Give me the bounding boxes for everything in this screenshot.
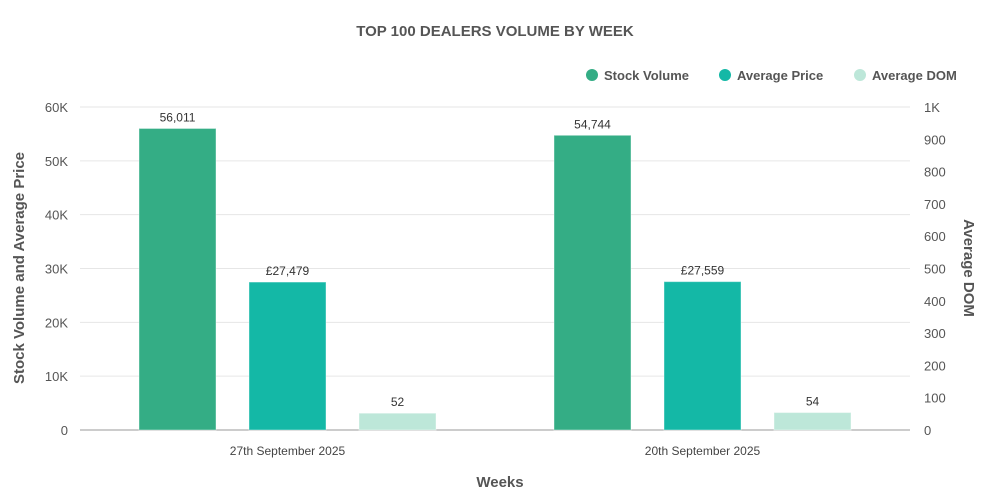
- data-label: 54: [806, 395, 820, 409]
- y2-tick-label: 200: [924, 358, 946, 373]
- bar-average-price: [663, 281, 742, 431]
- data-label: 54,744: [574, 117, 611, 131]
- data-label: £27,559: [681, 264, 725, 278]
- y-tick-label: 30K: [45, 262, 68, 277]
- chart-title: TOP 100 DEALERS VOLUME BY WEEK: [356, 23, 634, 40]
- data-label: 56,011: [160, 110, 196, 124]
- legend-item: Stock Volume: [604, 68, 689, 83]
- y-axis-label: Stock Volume and Average Price: [11, 152, 28, 384]
- bar-average-dom: [358, 412, 437, 431]
- y2-tick-label: 600: [924, 229, 946, 244]
- bar-stock-volume: [138, 127, 217, 431]
- y-tick-label: 20K: [45, 315, 68, 330]
- legend-item: Average Price: [737, 68, 823, 83]
- y2-tick-label: 500: [924, 262, 946, 277]
- y-tick-label: 10K: [45, 369, 68, 384]
- bar-average-price: [248, 281, 327, 431]
- bar-stock-volume: [553, 134, 632, 431]
- x-axis-label: Weeks: [476, 474, 523, 491]
- data-label: £27,479: [266, 264, 310, 278]
- y2-tick-label: 0: [924, 423, 931, 438]
- legend-marker: [719, 69, 731, 81]
- y-tick-label: 60K: [45, 100, 68, 115]
- x-tick-label: 27th September 2025: [230, 444, 346, 458]
- legend-marker: [854, 69, 866, 81]
- y2-tick-label: 1K: [924, 100, 940, 115]
- x-tick-label: 20th September 2025: [645, 444, 761, 458]
- y2-tick-label: 700: [924, 197, 946, 212]
- y2-tick-label: 900: [924, 132, 946, 147]
- legend-marker: [586, 69, 598, 81]
- y-tick-label: 40K: [45, 208, 68, 223]
- legend-item: Average DOM: [872, 68, 957, 83]
- y-tick-label: 0: [61, 423, 68, 438]
- y2-axis-label: Average DOM: [960, 219, 977, 317]
- y2-tick-label: 100: [924, 391, 946, 406]
- y2-tick-label: 400: [924, 294, 946, 309]
- y2-tick-label: 800: [924, 165, 946, 180]
- bar-average-dom: [773, 412, 852, 431]
- y2-tick-label: 300: [924, 326, 946, 341]
- data-label: 52: [391, 395, 405, 409]
- y-tick-label: 50K: [45, 154, 68, 169]
